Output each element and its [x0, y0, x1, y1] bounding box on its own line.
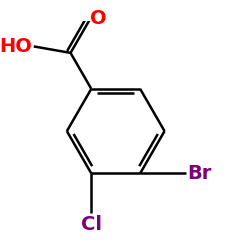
Text: Cl: Cl	[81, 215, 102, 234]
Text: HO: HO	[0, 37, 32, 56]
Text: Br: Br	[187, 164, 212, 183]
Text: O: O	[90, 8, 107, 28]
